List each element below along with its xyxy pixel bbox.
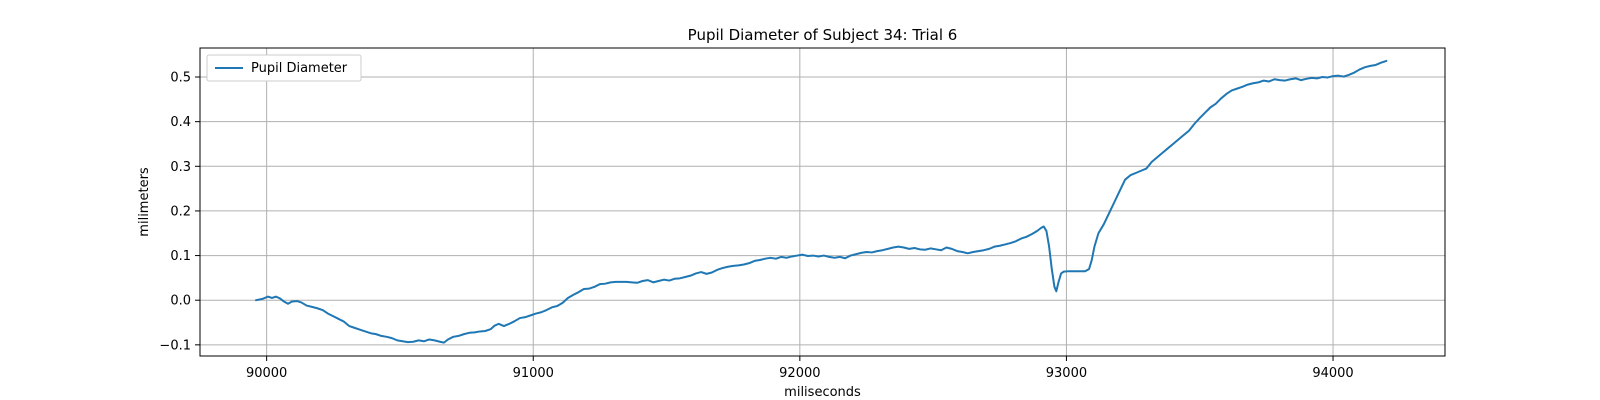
x-tick-label: 90000 — [246, 366, 287, 381]
x-tick-label: 94000 — [1312, 366, 1353, 381]
y-tick-label: 0.2 — [170, 204, 191, 219]
series-layer — [254, 59, 1388, 344]
plot-frame — [199, 47, 1446, 357]
chart-title: Pupil Diameter of Subject 34: Trial 6 — [688, 26, 958, 44]
x-tick-label: 92000 — [779, 366, 820, 381]
x-axis: 90000 91000 92000 93000 94000 — [246, 356, 1354, 381]
legend-label: Pupil Diameter — [251, 61, 348, 76]
grid-lines — [200, 48, 1445, 356]
x-axis-label: miliseconds — [784, 385, 861, 400]
y-axis-label: milimeters — [137, 167, 152, 237]
legend: Pupil Diameter — [206, 54, 362, 82]
legend-box — [206, 54, 362, 82]
y-tick-label: 0.1 — [170, 249, 191, 264]
y-tick-label: 0.5 — [170, 71, 191, 86]
x-tick-label: 93000 — [1046, 366, 1087, 381]
y-tick-label: −0.1 — [159, 338, 191, 353]
y-tick-label: 0.3 — [170, 160, 191, 175]
y-axis: −0.1 0.0 0.1 0.2 0.3 0.4 0.5 — [159, 71, 200, 353]
y-tick-label: 0.0 — [170, 294, 191, 309]
y-tick-label: 0.4 — [170, 115, 191, 130]
x-tick-label: 91000 — [513, 366, 554, 381]
pupil-diameter-line — [254, 59, 1388, 344]
